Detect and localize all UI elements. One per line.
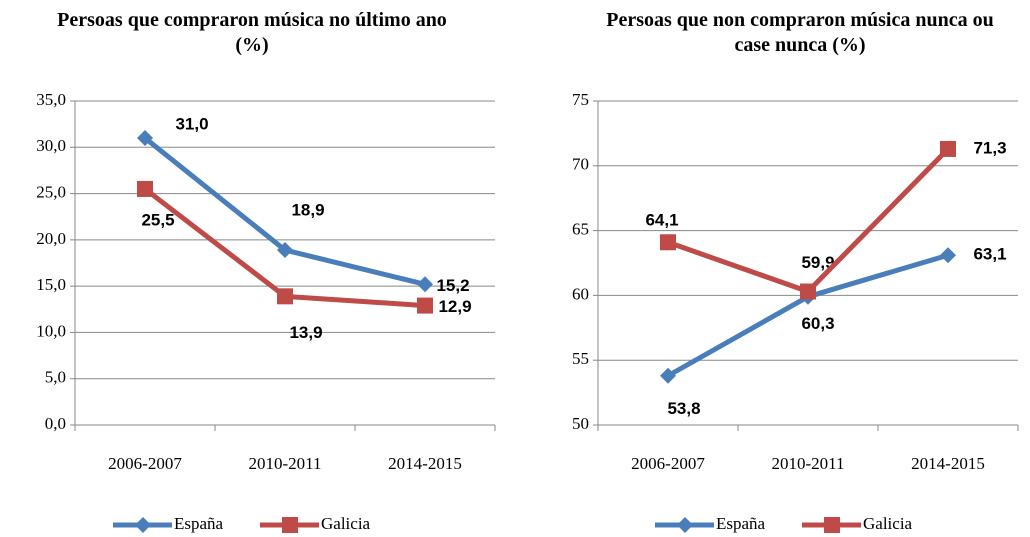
y-tick-label: 30,0	[36, 136, 66, 155]
y-tick-label: 65	[572, 220, 589, 239]
y-tick-label: 20,0	[36, 229, 66, 248]
point	[824, 517, 840, 533]
x-tick-label: 2006-2007	[631, 454, 705, 473]
data-label: 13,9	[289, 323, 322, 342]
legend-label: Galicia	[321, 514, 371, 533]
point	[277, 288, 293, 305]
x-tick-label: 2010-2011	[771, 454, 844, 473]
point	[660, 234, 676, 251]
data-label: 63,1	[973, 245, 1006, 264]
y-tick-label: 10,0	[36, 321, 66, 340]
data-label: 64,1	[645, 211, 678, 230]
point	[800, 283, 816, 300]
data-label: 12,9	[438, 297, 471, 316]
x-tick-label: 2014-2015	[388, 454, 462, 473]
y-tick-label: 60	[572, 284, 589, 303]
legend-label: España	[174, 514, 224, 533]
data-label: 18,9	[291, 201, 324, 220]
y-tick-label: 55	[572, 349, 589, 368]
data-label: 53,8	[667, 399, 700, 418]
point	[137, 180, 153, 197]
y-tick-label: 0,0	[45, 414, 66, 433]
chart-title: Persoas que non compraron música nunca o…	[606, 9, 994, 56]
y-tick-label: 75	[572, 90, 589, 109]
point	[660, 367, 676, 384]
point	[137, 130, 153, 147]
x-tick-label: 2006-2007	[108, 454, 182, 473]
data-label: 60,3	[801, 314, 834, 333]
point	[277, 242, 293, 259]
data-label: 25,5	[141, 210, 174, 229]
y-tick-label: 5,0	[45, 368, 66, 387]
point	[940, 247, 956, 264]
y-tick-label: 35,0	[36, 90, 66, 109]
data-label: 71,3	[973, 138, 1006, 157]
chart-title: Persoas que compraron música no último a…	[57, 9, 447, 56]
legend-label: España	[716, 514, 766, 533]
point	[135, 517, 151, 533]
data-label: 15,2	[436, 276, 469, 295]
point	[417, 297, 433, 314]
x-tick-label: 2014-2015	[911, 454, 985, 473]
legend-label: Galicia	[863, 514, 913, 533]
x-tick-label: 2010-2011	[248, 454, 321, 473]
point	[677, 517, 693, 533]
y-tick-label: 15,0	[36, 275, 66, 294]
y-tick-label: 25,0	[36, 182, 66, 201]
y-tick-label: 70	[572, 155, 589, 174]
point	[417, 276, 433, 293]
data-label: 31,0	[175, 115, 208, 134]
data-label: 59,9	[801, 253, 834, 272]
point	[282, 517, 298, 533]
y-tick-label: 50	[572, 414, 589, 433]
point	[940, 140, 956, 157]
series-line	[143, 136, 426, 287]
